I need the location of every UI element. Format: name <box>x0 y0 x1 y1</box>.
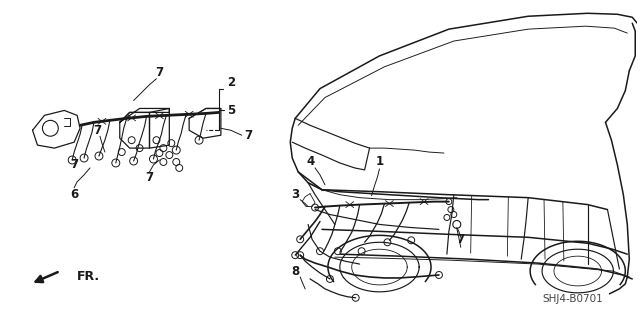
Text: SHJ4-B0701: SHJ4-B0701 <box>543 294 603 304</box>
Text: 7: 7 <box>93 124 101 137</box>
Text: 7: 7 <box>70 159 78 171</box>
Text: 1: 1 <box>376 155 383 168</box>
Text: 4: 4 <box>306 155 314 168</box>
Text: 7: 7 <box>156 66 163 79</box>
Text: 8: 8 <box>291 264 300 278</box>
Text: 7: 7 <box>244 129 253 142</box>
Text: 7: 7 <box>457 233 465 246</box>
Text: 5: 5 <box>227 104 235 117</box>
Text: 2: 2 <box>227 76 235 89</box>
Text: 6: 6 <box>70 188 78 201</box>
Text: 3: 3 <box>291 188 300 201</box>
Text: FR.: FR. <box>77 271 100 284</box>
Text: 7: 7 <box>145 171 154 184</box>
